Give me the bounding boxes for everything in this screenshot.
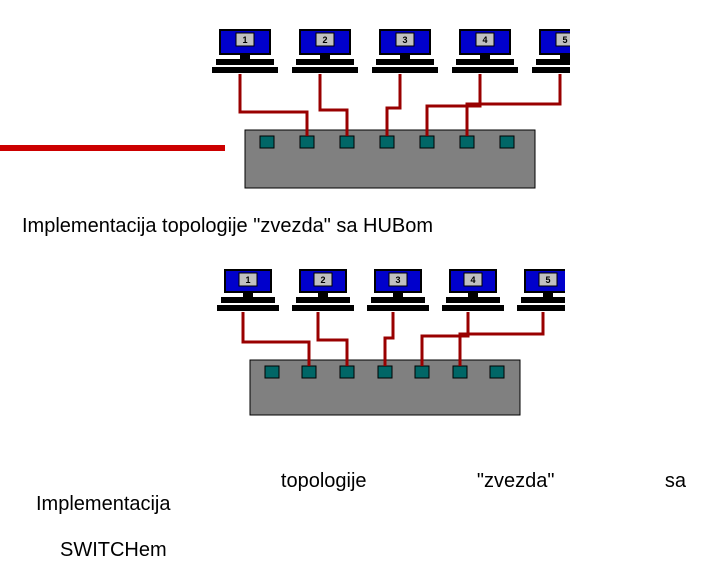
svg-text:2: 2 — [320, 275, 325, 285]
caption-hub: Implementacija topologije "zvezda" sa HU… — [22, 215, 433, 238]
svg-text:2: 2 — [322, 35, 327, 45]
svg-text:1: 1 — [242, 35, 247, 45]
svg-text:5: 5 — [545, 275, 550, 285]
caption-switch: Implementacija SWITCHem topologije "zvez… — [36, 470, 686, 562]
caption-switch-right1: "zvezda" — [477, 470, 555, 562]
svg-text:1: 1 — [245, 275, 250, 285]
switch-topology-diagram: 1 2 3 4 5 — [165, 260, 565, 430]
svg-text:4: 4 — [470, 275, 475, 285]
hub-topology-diagram: 1 2 3 4 5 — [150, 20, 570, 200]
caption-switch-mid: topologije — [281, 470, 367, 562]
svg-text:3: 3 — [402, 35, 407, 45]
svg-text:5: 5 — [562, 35, 567, 45]
svg-text:4: 4 — [482, 35, 487, 45]
caption-switch-right2: sa — [665, 470, 686, 562]
svg-text:3: 3 — [395, 275, 400, 285]
caption-switch-left: Implementacija SWITCHem — [36, 470, 171, 562]
